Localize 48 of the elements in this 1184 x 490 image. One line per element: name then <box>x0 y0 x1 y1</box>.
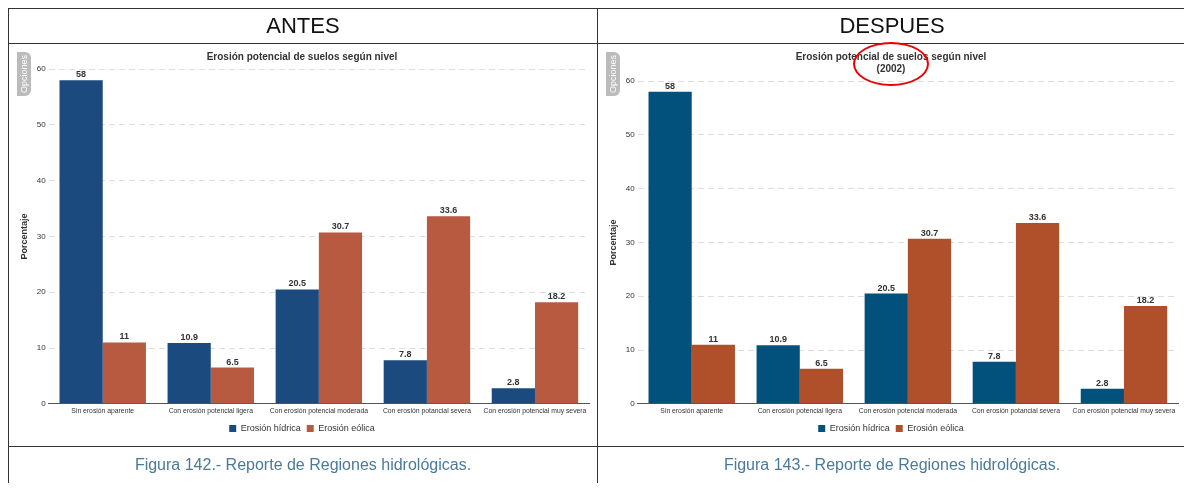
y-axis-title: Porcentaje <box>607 219 618 266</box>
legend-label: Erosión hídrica <box>240 422 301 433</box>
y-tick-label: 60 <box>36 64 47 74</box>
data-label: 7.8 <box>399 349 412 360</box>
chart-subtitle: (2002) <box>876 62 906 74</box>
y-tick-label: 20 <box>625 291 636 301</box>
y-tick-label: 40 <box>625 183 636 193</box>
data-label: 6.5 <box>226 356 239 367</box>
data-label: 18.2 <box>1136 294 1155 305</box>
data-label: 30.7 <box>331 221 350 232</box>
y-tick-label: 10 <box>625 345 636 355</box>
data-label: 58 <box>76 69 87 80</box>
legend-label: Erosión eólica <box>907 422 964 433</box>
y-tick-label: 50 <box>625 130 636 140</box>
data-label: 10.9 <box>769 334 787 345</box>
legend-label: Erosión hídrica <box>829 422 890 433</box>
data-label: 11 <box>708 333 719 344</box>
text: Opciones <box>19 54 29 94</box>
data-label: 30.7 <box>920 227 939 238</box>
y-tick-label: 30 <box>36 231 47 241</box>
y-tick-label: 50 <box>36 120 47 130</box>
y-tick-label: 10 <box>36 343 47 353</box>
y-tick-label: 0 <box>630 399 636 409</box>
y-tick-label: 40 <box>36 175 47 185</box>
legend-label: Erosión eólica <box>318 422 375 433</box>
data-label: 7.8 <box>988 350 1001 361</box>
data-label: 33.6 <box>439 205 458 216</box>
data-label: 58 <box>665 80 676 91</box>
y-axis-title: Porcentaje <box>18 213 29 260</box>
y-tick-label: 0 <box>41 399 47 409</box>
text: Opciones <box>608 54 618 94</box>
data-label: 2.8 <box>507 377 520 388</box>
data-label: 18.2 <box>547 291 566 302</box>
data-label: 20.5 <box>288 278 306 289</box>
text: DESPUES <box>598 9 1184 44</box>
chart-title: Erosión potencial de suelos según nivel <box>206 50 398 62</box>
data-label: 11 <box>119 331 130 342</box>
text: Figura 142.- Reporte de Regiones hidrológicas. <box>133 455 473 475</box>
y-tick-label: 20 <box>36 287 47 297</box>
text: ANTES <box>9 9 597 44</box>
data-label: 10.9 <box>180 332 198 342</box>
text: Figura 143.- Reporte de Regiones hidrológicas. <box>722 455 1062 475</box>
data-label: 6.5 <box>815 357 828 368</box>
data-label: 2.8 <box>1096 377 1109 388</box>
y-tick-label: 30 <box>625 237 636 247</box>
data-label: 33.6 <box>1028 212 1047 223</box>
y-tick-label: 60 <box>625 76 636 86</box>
data-label: 20.5 <box>877 282 895 293</box>
